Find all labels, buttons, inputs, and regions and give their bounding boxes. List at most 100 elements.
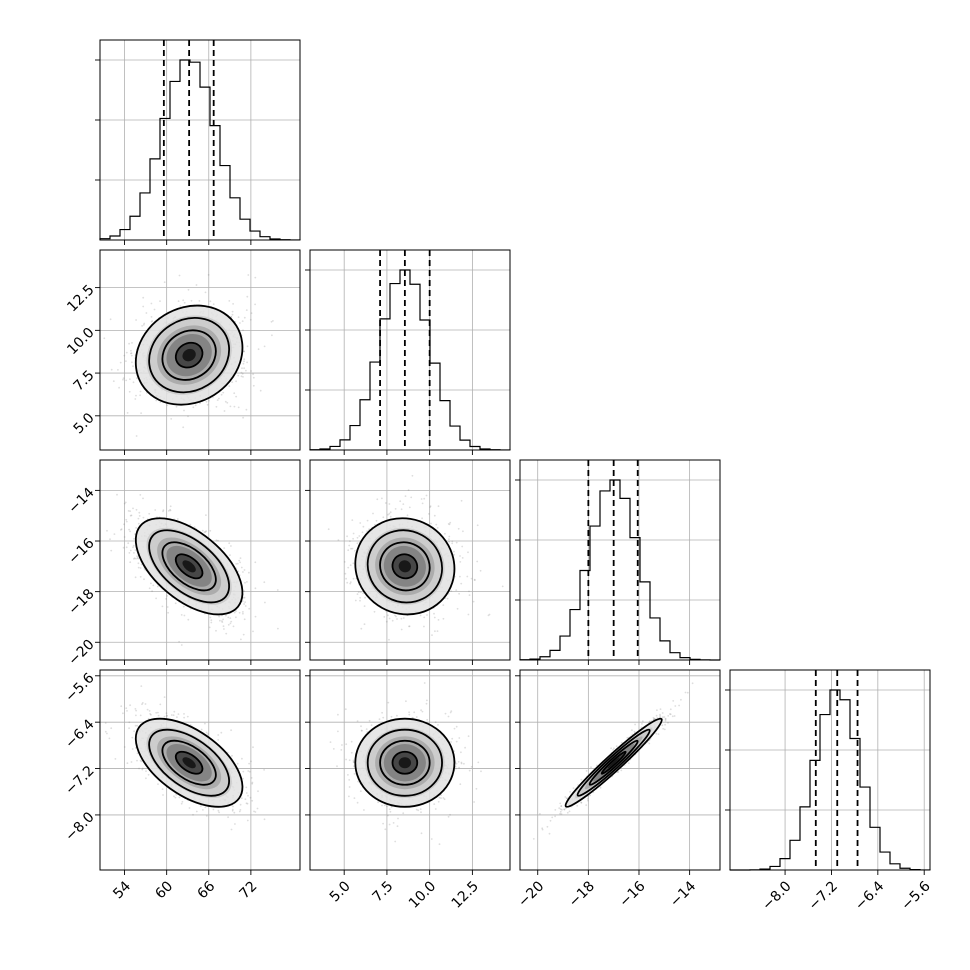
scatter-point <box>411 474 414 477</box>
scatter-point <box>381 711 383 714</box>
scatter-point <box>215 405 218 408</box>
scatter-point <box>404 495 407 497</box>
scatter-point <box>120 705 123 708</box>
scatter-point <box>431 634 433 636</box>
scatter-point <box>176 716 178 719</box>
scatter-point <box>408 506 411 509</box>
scatter-point <box>151 590 154 593</box>
scatter-point <box>203 531 206 533</box>
scatter-point <box>243 367 246 370</box>
scatter-point <box>153 308 156 311</box>
scatter-point <box>125 520 128 523</box>
scatter-point <box>252 630 254 633</box>
scatter-point <box>117 369 119 371</box>
scatter-point <box>133 552 135 554</box>
scatter-point <box>223 547 226 549</box>
scatter-point <box>126 762 129 765</box>
hist-panel-1 <box>305 249 511 455</box>
scatter-point <box>180 614 183 616</box>
scatter-point <box>212 396 214 399</box>
scatter-point <box>166 595 169 597</box>
scatter-point <box>209 529 212 532</box>
scatter-point <box>243 360 245 363</box>
scatter-point <box>247 794 249 797</box>
scatter-point <box>455 762 458 765</box>
scatter-point <box>139 759 142 762</box>
scatter-point <box>204 291 207 294</box>
scatter-point <box>131 361 133 364</box>
hist-curve-1 <box>309 269 511 451</box>
scatter-point <box>123 746 126 748</box>
scatter-point <box>136 556 139 559</box>
scatter-point <box>142 497 144 500</box>
scatter-point <box>204 806 207 809</box>
scatter-point <box>212 808 215 811</box>
scatter-point <box>159 703 162 706</box>
scatter-point <box>142 516 145 519</box>
scatter-point <box>139 714 142 717</box>
scatter-point <box>157 714 160 717</box>
scatter-point <box>125 360 127 362</box>
scatter-point <box>134 708 137 710</box>
scatter-point <box>453 550 455 553</box>
scatter-point <box>368 719 371 722</box>
scatter-point <box>195 810 198 813</box>
scatter-point <box>215 539 218 542</box>
scatter-point <box>236 762 239 765</box>
scatter-point <box>193 526 196 528</box>
scatter-point <box>455 725 458 728</box>
scatter-point <box>450 710 453 712</box>
scatter-point <box>140 685 143 687</box>
scatter-point <box>373 610 376 613</box>
scatter-point <box>423 616 426 619</box>
scatter-point <box>126 710 128 712</box>
scatter-point <box>458 592 460 595</box>
scatter-point <box>244 605 247 607</box>
scatter-point <box>205 731 208 734</box>
scatter-point <box>186 715 189 718</box>
scatter-point <box>455 541 458 544</box>
scatter-point <box>174 602 177 605</box>
scatter-point <box>430 522 432 525</box>
scatter-point <box>123 502 126 505</box>
scatter-point <box>182 605 185 608</box>
scatter-point <box>467 613 470 616</box>
contour-3 <box>134 717 244 808</box>
scatter-point <box>252 376 255 379</box>
scatter-point <box>125 707 128 710</box>
scatter-point <box>151 320 154 322</box>
scatter-point <box>135 394 137 397</box>
scatter-point <box>183 301 186 304</box>
scatter-point <box>136 555 139 558</box>
scatter-point <box>175 793 178 796</box>
scatter-point <box>116 493 118 496</box>
scatter-point <box>110 727 113 730</box>
scatter-point <box>141 703 143 706</box>
scatter-point <box>114 758 117 760</box>
scatter-point <box>436 527 439 529</box>
scatter-point <box>137 517 140 520</box>
contour-2 <box>148 317 231 394</box>
scatter-point <box>348 759 351 762</box>
scatter-point <box>245 792 248 794</box>
scatter-point <box>455 767 457 770</box>
scatter-point <box>346 535 348 538</box>
scatter-point <box>277 627 279 630</box>
scatter-point <box>250 370 253 372</box>
scatter-point <box>113 533 116 535</box>
scatter-point <box>356 536 359 539</box>
scatter-point <box>366 519 369 522</box>
scatter-point <box>444 712 447 715</box>
scatter-point <box>248 762 251 765</box>
scatter-point <box>250 777 253 779</box>
scatter-point <box>142 324 145 326</box>
scatter-point <box>437 619 440 621</box>
scatter-point <box>108 737 111 740</box>
scatter-point <box>448 540 450 543</box>
scatter-point <box>187 415 189 418</box>
scatter-point <box>165 598 168 600</box>
scatter-point <box>112 380 115 383</box>
scatter-point <box>192 406 195 409</box>
scatter-point <box>240 797 243 800</box>
scatter-point <box>461 557 464 559</box>
